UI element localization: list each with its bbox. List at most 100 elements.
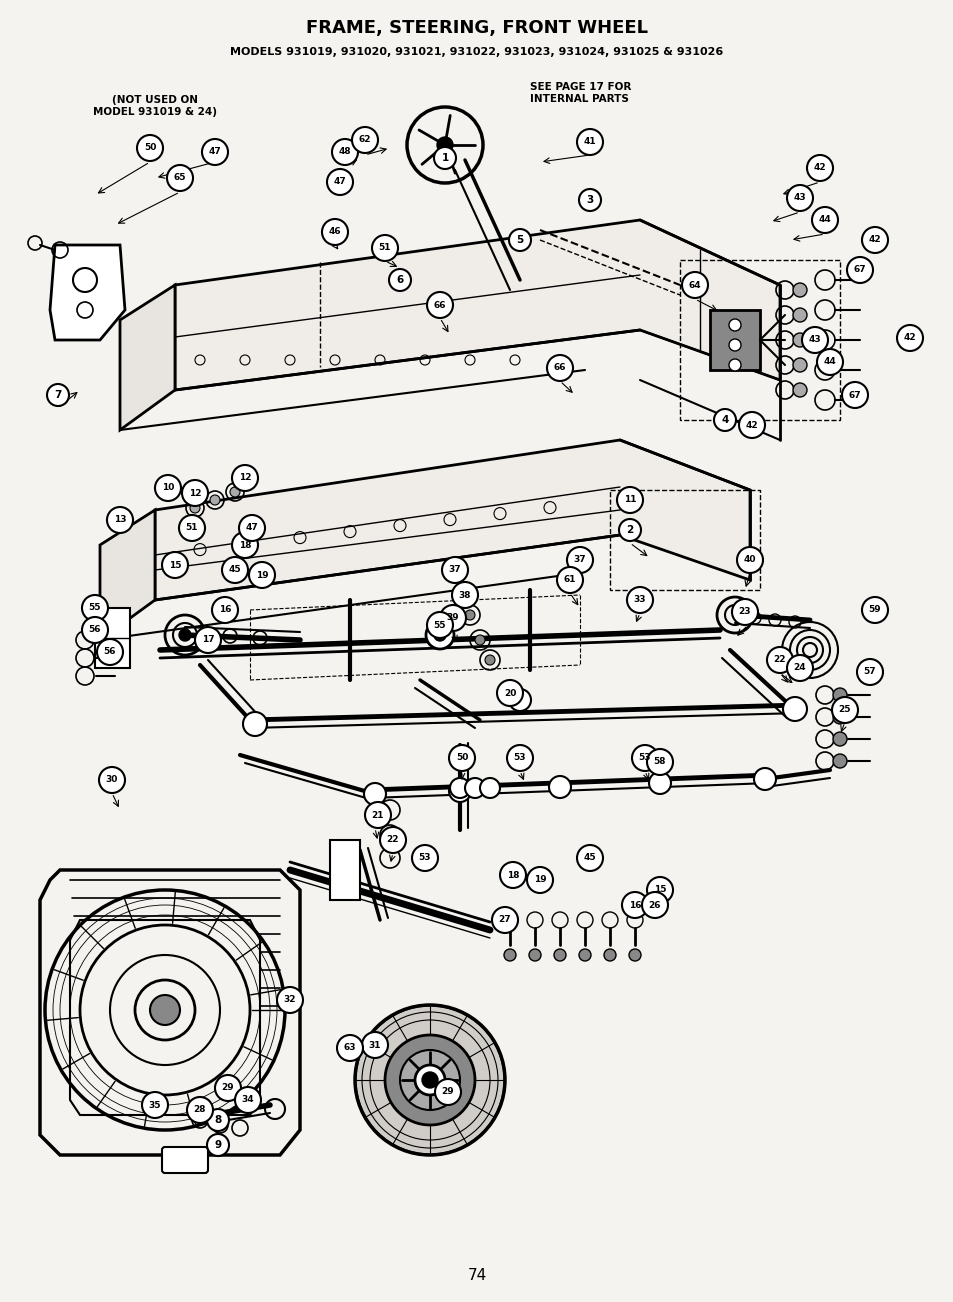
Circle shape <box>385 1035 475 1125</box>
Circle shape <box>450 779 470 798</box>
Circle shape <box>434 629 446 641</box>
Circle shape <box>739 411 764 437</box>
Circle shape <box>801 327 827 353</box>
Circle shape <box>503 949 516 961</box>
Polygon shape <box>40 870 299 1155</box>
Text: 50: 50 <box>456 754 468 763</box>
Circle shape <box>782 697 806 721</box>
Circle shape <box>728 359 740 371</box>
Circle shape <box>753 768 775 790</box>
Circle shape <box>214 1075 241 1101</box>
Text: 37: 37 <box>573 556 586 565</box>
Circle shape <box>509 689 531 711</box>
Text: 41: 41 <box>583 138 596 147</box>
Circle shape <box>832 754 846 768</box>
Circle shape <box>99 767 125 793</box>
Circle shape <box>646 878 672 904</box>
Circle shape <box>441 557 468 583</box>
Circle shape <box>786 655 812 681</box>
Circle shape <box>626 587 652 613</box>
Text: 42: 42 <box>745 421 758 430</box>
Circle shape <box>856 659 882 685</box>
Circle shape <box>509 229 531 251</box>
Text: 58: 58 <box>653 758 665 767</box>
Text: 50: 50 <box>144 143 156 152</box>
Circle shape <box>379 827 406 853</box>
Text: 3: 3 <box>586 195 593 204</box>
Circle shape <box>554 949 565 961</box>
Circle shape <box>182 480 208 506</box>
Text: 42: 42 <box>868 236 881 245</box>
Circle shape <box>249 562 274 589</box>
Text: 18: 18 <box>238 540 251 549</box>
Circle shape <box>449 745 475 771</box>
Text: 13: 13 <box>113 516 126 525</box>
Text: MODELS 931019, 931020, 931021, 931022, 931023, 931024, 931025 & 931026: MODELS 931019, 931020, 931021, 931022, 9… <box>230 47 723 57</box>
Circle shape <box>737 547 762 573</box>
Circle shape <box>621 892 647 918</box>
Text: 45: 45 <box>583 854 596 862</box>
Circle shape <box>150 995 180 1025</box>
Text: 66: 66 <box>434 301 446 310</box>
Circle shape <box>162 552 188 578</box>
Circle shape <box>222 557 248 583</box>
Circle shape <box>728 339 740 352</box>
Text: 64: 64 <box>688 280 700 289</box>
Text: 66: 66 <box>553 363 566 372</box>
Circle shape <box>832 732 846 746</box>
Text: 51: 51 <box>186 523 198 533</box>
Circle shape <box>731 599 758 625</box>
Circle shape <box>336 1035 363 1061</box>
Text: 12: 12 <box>189 488 201 497</box>
Circle shape <box>210 495 220 505</box>
Text: 29: 29 <box>441 1087 454 1096</box>
Circle shape <box>82 595 108 621</box>
Text: 21: 21 <box>372 811 384 819</box>
Text: 43: 43 <box>808 336 821 345</box>
Circle shape <box>365 802 391 828</box>
Circle shape <box>436 137 453 154</box>
Circle shape <box>628 949 640 961</box>
Text: 39: 39 <box>446 613 458 622</box>
Text: 51: 51 <box>378 243 391 253</box>
Circle shape <box>548 776 571 798</box>
Circle shape <box>577 845 602 871</box>
Circle shape <box>811 207 837 233</box>
Text: 5: 5 <box>516 234 523 245</box>
Polygon shape <box>120 285 174 430</box>
Text: 15: 15 <box>653 885 665 894</box>
Text: 47: 47 <box>245 523 258 533</box>
FancyBboxPatch shape <box>162 1147 208 1173</box>
Text: 30: 30 <box>106 776 118 785</box>
Text: 10: 10 <box>162 483 174 492</box>
Circle shape <box>389 270 411 292</box>
Circle shape <box>529 949 540 961</box>
Text: 31: 31 <box>369 1040 381 1049</box>
Circle shape <box>435 1079 460 1105</box>
Text: 19: 19 <box>255 570 268 579</box>
Circle shape <box>862 598 887 622</box>
Circle shape <box>276 987 303 1013</box>
Circle shape <box>230 487 240 497</box>
Circle shape <box>846 256 872 283</box>
Text: 56: 56 <box>89 625 101 634</box>
Circle shape <box>434 147 456 169</box>
Circle shape <box>475 635 484 644</box>
Circle shape <box>896 326 923 352</box>
Polygon shape <box>174 220 780 391</box>
Circle shape <box>421 1072 437 1088</box>
Circle shape <box>841 381 867 408</box>
Text: 16: 16 <box>218 605 231 615</box>
Circle shape <box>766 647 792 673</box>
Circle shape <box>187 1098 213 1124</box>
Circle shape <box>194 628 221 654</box>
Polygon shape <box>70 921 260 1115</box>
Text: 29: 29 <box>221 1083 234 1092</box>
Circle shape <box>479 779 499 798</box>
Circle shape <box>439 605 465 631</box>
Circle shape <box>816 349 842 375</box>
Text: 26: 26 <box>648 901 660 910</box>
Circle shape <box>372 234 397 260</box>
Circle shape <box>154 475 181 501</box>
Circle shape <box>179 516 205 542</box>
